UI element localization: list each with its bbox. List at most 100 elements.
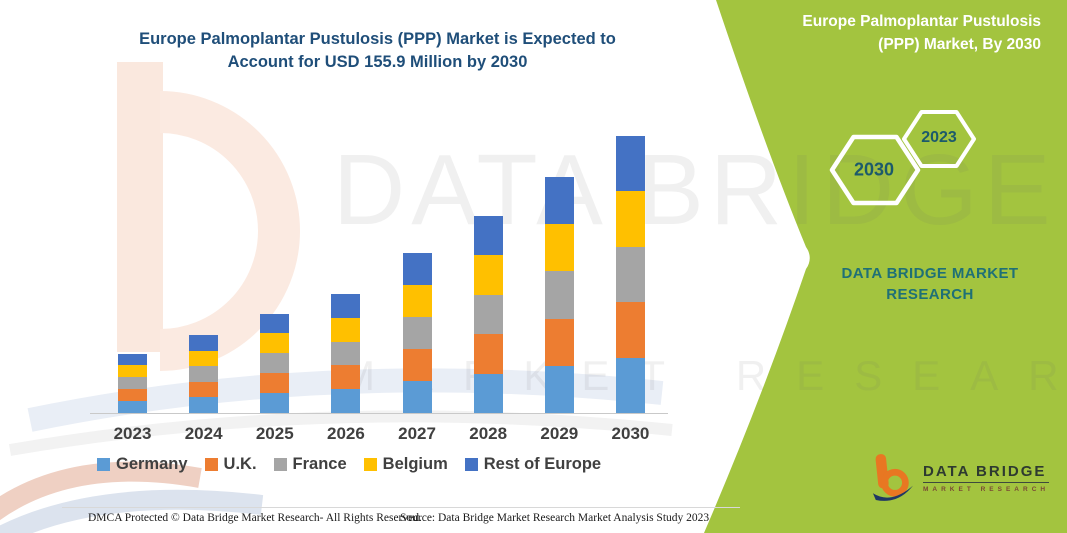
legend-swatch-icon bbox=[97, 458, 110, 471]
bar-segment-2028-belgium bbox=[473, 255, 503, 295]
side-panel-title: Europe Palmoplantar Pustulosis (PPP) Mar… bbox=[741, 10, 1041, 56]
bar-segment-2028-france bbox=[473, 294, 503, 335]
bar-segment-2024-germany bbox=[189, 397, 219, 413]
bar-segment-2026-belgium bbox=[331, 317, 361, 342]
legend-swatch-icon bbox=[273, 458, 287, 471]
x-axis-label-2028: 2028 bbox=[469, 424, 508, 443]
brand-text: DATA BRIDGE MARKET RESEARCH bbox=[805, 263, 1055, 305]
legend-item-u-k-: U.K. bbox=[204, 455, 257, 474]
bar-segment-2026-germany bbox=[331, 389, 361, 413]
legend-swatch-icon bbox=[363, 458, 377, 471]
x-axis-label-2030: 2030 bbox=[611, 424, 650, 443]
hexagon-2023-label: 2023 bbox=[921, 129, 957, 146]
footer-divider bbox=[62, 507, 740, 508]
dbmr-logo-icon bbox=[872, 454, 914, 501]
bar-segment-2024-u-k- bbox=[189, 381, 219, 398]
bar-segment-2027-u-k- bbox=[402, 349, 432, 382]
bar-segment-2028-germany bbox=[473, 373, 503, 413]
bar-segment-2023-rest-of-europe bbox=[118, 353, 147, 366]
dbmr-logo-text: DATA BRIDGE MARKET RESEARCH bbox=[923, 463, 1050, 493]
bar-segment-2024-rest-of-europe bbox=[189, 334, 219, 351]
bar-segment-2029-rest-of-europe bbox=[544, 176, 574, 224]
bar-segment-2029-belgium bbox=[544, 224, 574, 272]
legend-item-germany: Germany bbox=[97, 455, 188, 474]
legend-label: Rest of Europe bbox=[483, 455, 602, 473]
bar-segment-2025-france bbox=[260, 353, 290, 374]
dbmr-logo-name: DATA BRIDGE bbox=[923, 463, 1050, 483]
side-panel-title-line2: (PPP) Market, By 2030 bbox=[878, 36, 1041, 53]
x-axis-label-2023: 2023 bbox=[113, 424, 152, 443]
bar-segment-2025-germany bbox=[260, 393, 290, 413]
x-axis-label-2029: 2029 bbox=[540, 424, 579, 443]
bar-segment-2030-france bbox=[615, 246, 645, 303]
chart-legend: Germany U.K. France Belgium Rest of Europe bbox=[97, 455, 687, 474]
hexagon-2030-label: 2030 bbox=[853, 159, 895, 180]
x-axis-label-2025: 2025 bbox=[255, 424, 294, 443]
bar-2027 bbox=[402, 253, 432, 413]
bar-segment-2030-germany bbox=[615, 357, 645, 413]
bar-segment-2029-u-k- bbox=[544, 318, 574, 366]
bar-segment-2024-france bbox=[189, 366, 219, 382]
hexagon-2030-shape bbox=[829, 134, 921, 206]
bar-segment-2023-belgium bbox=[118, 365, 147, 378]
bar-2030 bbox=[615, 136, 645, 413]
bar-segment-2029-france bbox=[544, 271, 574, 319]
chart-title-line2: Account for USD 155.9 Million by 2030 bbox=[227, 53, 528, 71]
bar-segment-2026-rest-of-europe bbox=[331, 294, 361, 318]
x-axis-label-2026: 2026 bbox=[326, 424, 365, 443]
hexagon-2023-shape bbox=[902, 110, 976, 168]
legend-label: France bbox=[292, 455, 347, 473]
x-axis-label-2027: 2027 bbox=[398, 424, 436, 443]
x-axis-labels: 2023 2024 2025 2026 2027 2028 2029 2030 bbox=[85, 424, 670, 444]
x-axis-line bbox=[90, 413, 668, 414]
bar-segment-2025-belgium bbox=[260, 333, 290, 354]
bar-segment-2023-u-k- bbox=[118, 389, 147, 402]
legend-label: U.K. bbox=[223, 455, 257, 473]
legend-item-belgium: Belgium bbox=[363, 455, 448, 474]
brand-text-line1: DATA BRIDGE MARKET bbox=[841, 265, 1019, 282]
bar-2025 bbox=[260, 313, 290, 413]
bar-segment-2030-rest-of-europe bbox=[615, 136, 645, 192]
bar-segment-2030-u-k- bbox=[615, 302, 645, 358]
bar-2024 bbox=[189, 334, 219, 413]
bar-segment-2027-belgium bbox=[402, 285, 432, 318]
dbmr-logo-subtitle: MARKET RESEARCH bbox=[923, 486, 1050, 493]
bar-2023 bbox=[118, 353, 147, 413]
chart-title-line1: Europe Palmoplantar Pustulosis (PPP) Mar… bbox=[139, 30, 616, 48]
bar-segment-2030-belgium bbox=[615, 191, 645, 247]
stacked-bar-plot bbox=[85, 120, 670, 413]
legend-item-france: France bbox=[273, 455, 347, 474]
footer-copyright: DMCA Protected © Data Bridge Market Rese… bbox=[88, 512, 422, 524]
legend-swatch-icon bbox=[464, 458, 478, 471]
bar-segment-2026-france bbox=[331, 341, 361, 366]
bar-segment-2024-belgium bbox=[189, 350, 219, 367]
bar-segment-2027-france bbox=[402, 317, 432, 350]
legend-label: Belgium bbox=[382, 455, 448, 473]
legend-swatch-icon bbox=[204, 458, 218, 471]
bar-segment-2025-rest-of-europe bbox=[260, 313, 290, 334]
chart-title: Europe Palmoplantar Pustulosis (PPP) Mar… bbox=[85, 28, 670, 74]
x-axis-label-2024: 2024 bbox=[184, 424, 223, 443]
footer-source: Source: Data Bridge Market Research Mark… bbox=[400, 512, 710, 524]
green-panel-path bbox=[704, 0, 1067, 533]
year-hexagons-icon bbox=[829, 110, 976, 206]
bar-segment-2026-u-k- bbox=[331, 365, 361, 390]
bar-2028 bbox=[473, 215, 503, 413]
side-panel-title-line1: Europe Palmoplantar Pustulosis bbox=[802, 13, 1041, 30]
bar-2029 bbox=[544, 176, 574, 413]
bar-2026 bbox=[331, 294, 361, 413]
bar-segment-2023-germany bbox=[118, 401, 147, 413]
bar-segment-2027-germany bbox=[402, 381, 432, 413]
bar-segment-2028-rest-of-europe bbox=[473, 215, 503, 256]
dbmr-logo: DATA BRIDGE MARKET RESEARCH bbox=[872, 452, 1050, 504]
brand-text-line2: RESEARCH bbox=[886, 286, 974, 303]
bar-segment-2023-france bbox=[118, 377, 147, 390]
bar-segment-2028-u-k- bbox=[473, 334, 503, 374]
legend-item-rest-of-europe: Rest of Europe bbox=[464, 455, 602, 474]
bar-segment-2027-rest-of-europe bbox=[402, 253, 432, 286]
bar-segment-2029-germany bbox=[544, 365, 574, 413]
bar-segment-2025-u-k- bbox=[260, 373, 290, 394]
legend-label: Germany bbox=[116, 455, 188, 473]
